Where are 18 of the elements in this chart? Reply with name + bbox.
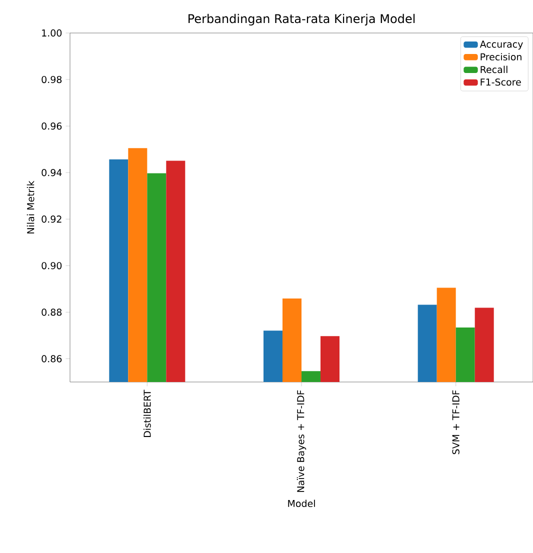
y-axis-title: Nilai Metrik <box>26 180 34 234</box>
legend-label: Accuracy <box>480 40 523 50</box>
y-tick-label: 0.90 <box>42 262 62 270</box>
y-tick-label: 0.96 <box>42 122 62 130</box>
y-tick-label: 0.86 <box>42 355 62 362</box>
x-tick-label: DistilBERT <box>143 390 151 437</box>
y-tick-label: 0.88 <box>42 308 62 316</box>
y-tick-label: 0.94 <box>42 169 62 176</box>
y-tick-label: 0.92 <box>42 216 62 223</box>
y-tick-label: 0.98 <box>42 76 62 84</box>
legend-label: F1-Score <box>480 78 521 86</box>
x-axis-title: Model <box>288 500 315 508</box>
x-tick-label: Naïve Bayes + TF-IDF <box>296 390 306 492</box>
x-tick-label: SVM + TF-IDF <box>452 390 460 454</box>
legend-label: Recall <box>480 66 508 74</box>
chart-title: Perbandingan Rata-rata Kinerja Model <box>188 14 415 26</box>
legend-label: Precision <box>480 53 522 60</box>
y-tick-label: 1.00 <box>42 29 62 37</box>
